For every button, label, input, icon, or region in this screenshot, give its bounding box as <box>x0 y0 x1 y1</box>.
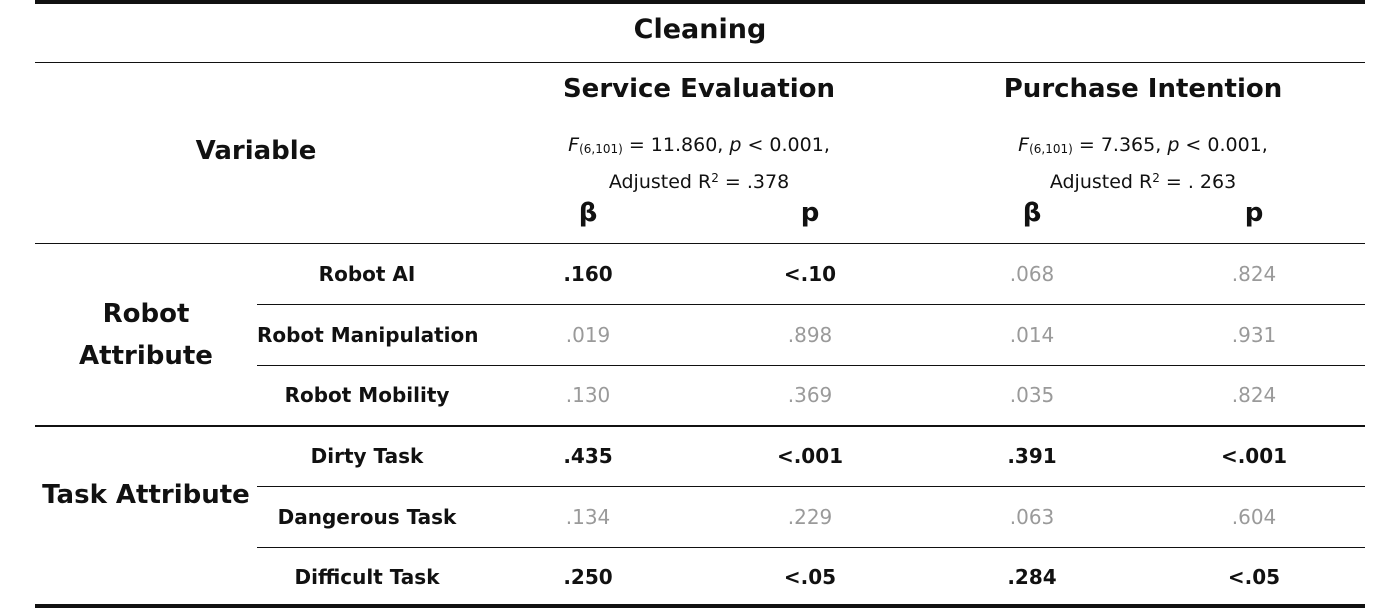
top-rule <box>35 0 1365 4</box>
beta-column-header: β <box>1022 198 1042 228</box>
f-statistic-line: F(6,101) = 11.860, p < 0.001, <box>477 131 921 164</box>
purchase-p-cell: .824 <box>1231 383 1277 407</box>
row-divider <box>257 486 1365 487</box>
purchase-beta-cell: .284 <box>1007 565 1057 589</box>
adjusted-r2-line: Adjusted R2 = . 263 <box>921 164 1365 197</box>
purchase-beta-cell: .063 <box>1009 505 1055 529</box>
degrees-of-freedom: (6,101) <box>1029 142 1073 156</box>
row-label: Dangerous Task <box>277 505 457 529</box>
purchase-p-cell: <.001 <box>1220 444 1288 468</box>
service-p-cell: .369 <box>787 383 833 407</box>
purchase-p-cell: .824 <box>1231 262 1277 286</box>
service-beta-cell: .160 <box>563 262 613 286</box>
header-rule <box>35 243 1365 244</box>
p-symbol: p <box>729 134 742 156</box>
row-group-task-attribute: Task Attribute <box>42 480 250 510</box>
bottom-rule <box>35 604 1365 608</box>
service-beta-cell: .134 <box>565 505 611 529</box>
service-p-cell: <.10 <box>783 262 837 286</box>
p-column-header: p <box>800 198 820 228</box>
p-value: < 0.001, <box>741 134 830 156</box>
purchase-beta-cell: .014 <box>1009 323 1055 347</box>
r2-superscript: 2 <box>1152 171 1160 185</box>
service-p-cell: <.001 <box>776 444 844 468</box>
service-evaluation-header: Service Evaluation <box>562 74 836 104</box>
service-p-cell: <.05 <box>783 565 837 589</box>
r2-label: Adjusted R <box>608 171 712 193</box>
service-beta-cell: .250 <box>563 565 613 589</box>
row-label: Robot Mobility <box>284 383 450 407</box>
service-evaluation-model-stats: F(6,101) = 11.860, p < 0.001, Adjusted R… <box>477 131 921 197</box>
service-p-cell: .229 <box>787 505 833 529</box>
group-rule <box>35 425 1365 427</box>
p-symbol: p <box>1167 134 1180 156</box>
table-title: Cleaning <box>633 14 767 45</box>
f-statistic-line: F(6,101) = 7.365, p < 0.001, <box>921 131 1365 164</box>
r2-superscript: 2 <box>711 171 719 185</box>
row-divider <box>257 365 1365 366</box>
row-label: Difficult Task <box>294 565 440 589</box>
beta-column-header: β <box>578 198 598 228</box>
purchase-intention-model-stats: F(6,101) = 7.365, p < 0.001, Adjusted R2… <box>921 131 1365 197</box>
title-rule <box>35 62 1365 63</box>
purchase-beta-cell: .068 <box>1009 262 1055 286</box>
row-group-robot-attribute: Robot Attribute <box>79 299 213 371</box>
purchase-beta-cell: .391 <box>1007 444 1057 468</box>
row-label: Robot Manipulation <box>257 323 479 347</box>
service-beta-cell: .019 <box>565 323 611 347</box>
row-divider <box>257 304 1365 305</box>
r2-value: = .378 <box>718 171 790 193</box>
p-value: < 0.001, <box>1179 134 1268 156</box>
r2-value: = . 263 <box>1159 171 1237 193</box>
f-symbol: F <box>568 134 580 156</box>
purchase-p-cell: .931 <box>1231 323 1277 347</box>
row-label: Dirty Task <box>310 444 424 468</box>
variable-header: Variable <box>195 136 317 166</box>
row-label: Robot AI <box>318 262 416 286</box>
adjusted-r2-line: Adjusted R2 = .378 <box>477 164 921 197</box>
p-column-header: p <box>1244 198 1264 228</box>
service-beta-cell: .435 <box>563 444 613 468</box>
purchase-intention-header: Purchase Intention <box>1003 74 1283 104</box>
r2-label: Adjusted R <box>1049 171 1153 193</box>
f-symbol: F <box>1018 134 1030 156</box>
purchase-beta-cell: .035 <box>1009 383 1055 407</box>
f-value: = 11.860, <box>622 134 730 156</box>
service-beta-cell: .130 <box>565 383 611 407</box>
degrees-of-freedom: (6,101) <box>579 142 623 156</box>
purchase-p-cell: .604 <box>1231 505 1277 529</box>
purchase-p-cell: <.05 <box>1227 565 1281 589</box>
row-divider <box>257 547 1365 548</box>
service-p-cell: .898 <box>787 323 833 347</box>
f-value: = 7.365, <box>1072 134 1168 156</box>
